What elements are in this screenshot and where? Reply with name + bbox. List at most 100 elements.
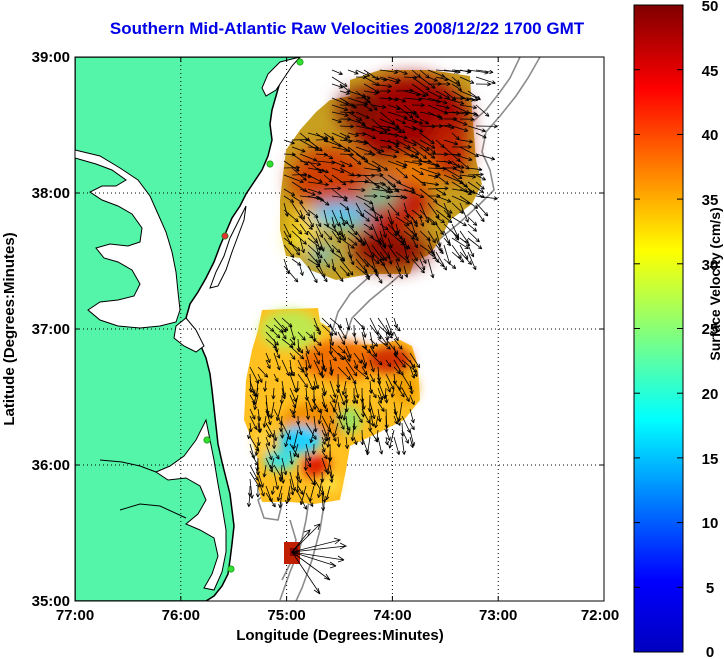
velocity-arrow	[321, 443, 326, 453]
velocity-arrow	[297, 422, 303, 436]
velocity-arrow	[315, 223, 324, 239]
velocity-arrow	[361, 324, 367, 338]
velocity-arrow	[345, 359, 358, 377]
velocity-arrow	[265, 457, 273, 473]
y-tick-label: 38:00	[32, 185, 70, 202]
velocity-arrow	[339, 160, 353, 167]
velocity-arrow	[313, 324, 320, 332]
velocity-arrow	[321, 422, 328, 437]
velocity-arrow	[363, 97, 378, 111]
velocity-arrow	[293, 443, 299, 457]
tick-marks	[75, 57, 604, 601]
velocity-arrow	[435, 174, 449, 185]
colorbar-tick-label: 40	[702, 127, 719, 144]
velocity-arrow	[467, 181, 484, 194]
velocity-arrow	[371, 160, 389, 171]
velocity-arrow	[395, 125, 406, 134]
velocity-arrow	[435, 90, 450, 99]
velocity-arrow	[361, 366, 368, 376]
velocity-arrow	[265, 352, 271, 364]
velocity-arrow	[307, 181, 329, 187]
velocity-arrow	[435, 251, 447, 271]
velocity-arrow	[289, 345, 305, 360]
velocity-arrow	[387, 132, 408, 140]
x-tick-label: 73:00	[479, 607, 517, 624]
velocity-arrow	[347, 237, 358, 246]
velocity-arrow	[337, 345, 346, 354]
velocity-arrow	[331, 83, 344, 89]
velocity-arrow	[347, 209, 355, 229]
velocity-arrow	[387, 76, 401, 82]
velocity-arrow	[409, 436, 414, 449]
velocity-arrow	[369, 373, 375, 383]
velocity-arrow	[355, 237, 365, 247]
velocity-arrow	[249, 408, 256, 420]
velocity-arrow	[299, 223, 309, 236]
velocity-arrow	[329, 429, 337, 442]
velocity-arrow	[292, 394, 299, 415]
velocity-arrow	[344, 436, 350, 449]
velocity-arrow	[384, 436, 389, 446]
velocity-arrow	[411, 216, 418, 228]
velocity-arrow	[249, 394, 256, 404]
velocity-arrow	[451, 118, 468, 126]
velocity-arrow	[347, 111, 363, 121]
velocity-arrow	[363, 90, 379, 95]
velocity-arrow	[388, 429, 395, 449]
velocity-arrow	[309, 429, 315, 444]
velocity-arrow	[321, 429, 328, 442]
velocity-arrow	[329, 352, 337, 362]
velocity-arrow	[331, 160, 346, 168]
colorbar-tick-labels: 50 45 40 35 30 25 20 15 10 5 0	[702, 0, 719, 659]
velocity-arrow	[289, 352, 296, 360]
velocity-arrow	[475, 209, 485, 223]
velocity-arrow	[385, 324, 391, 336]
velocity-arrow	[371, 188, 394, 194]
velocity-arrow	[315, 251, 322, 264]
velocity-arrow	[379, 223, 389, 231]
velocity-arrow	[363, 265, 371, 281]
colorbar-label: Surface Velocity (cm/s)	[707, 207, 723, 360]
velocity-arrow	[427, 160, 441, 168]
velocity-arrow	[353, 394, 359, 404]
velocity-arrow	[353, 359, 359, 369]
velocity-arrow	[345, 422, 351, 432]
velocity-arrow	[299, 265, 304, 276]
velocity-arrow	[371, 83, 393, 89]
velocity-arrow	[289, 359, 294, 376]
velocity-arrow	[451, 230, 460, 241]
velocity-arrow	[435, 209, 453, 224]
velocity-arrow	[361, 408, 371, 424]
velocity-arrow	[379, 69, 399, 75]
velocity-arrow	[323, 258, 330, 268]
velocity-arrow	[292, 429, 299, 450]
velocity-arrow	[297, 373, 308, 388]
velocity-arrow	[278, 415, 284, 432]
velocity-arrow	[459, 104, 478, 110]
velocity-arrow	[320, 366, 325, 379]
velocity-arrow	[409, 394, 415, 406]
velocity-arrow	[329, 394, 336, 404]
velocity-arrow	[291, 244, 301, 256]
velocity-arrow	[291, 223, 303, 235]
velocity-arrow	[337, 415, 345, 430]
velocity-arrow	[387, 251, 393, 265]
velocity-arrow	[271, 436, 277, 449]
velocity-arrow	[246, 429, 252, 440]
x-axis-label: Longitude (Degrees:Minutes)	[236, 627, 444, 644]
velocity-arrow	[339, 103, 356, 108]
chesapeake-bay	[75, 149, 181, 329]
x-tick-label: 77:00	[56, 607, 94, 624]
velocity-arrow	[411, 167, 424, 176]
velocity-arrow	[390, 387, 395, 398]
velocity-arrow	[321, 450, 328, 460]
velocity-arrow	[344, 394, 349, 404]
velocity-arrow	[317, 478, 323, 498]
velocity-arrow	[403, 237, 409, 250]
velocity-arrow	[315, 216, 322, 228]
velocity-arrow	[307, 174, 323, 183]
velocity-arrow	[443, 258, 457, 269]
velocity-arrow	[451, 216, 467, 227]
velocity-arrow	[283, 188, 296, 196]
velocity-arrow	[377, 394, 383, 404]
